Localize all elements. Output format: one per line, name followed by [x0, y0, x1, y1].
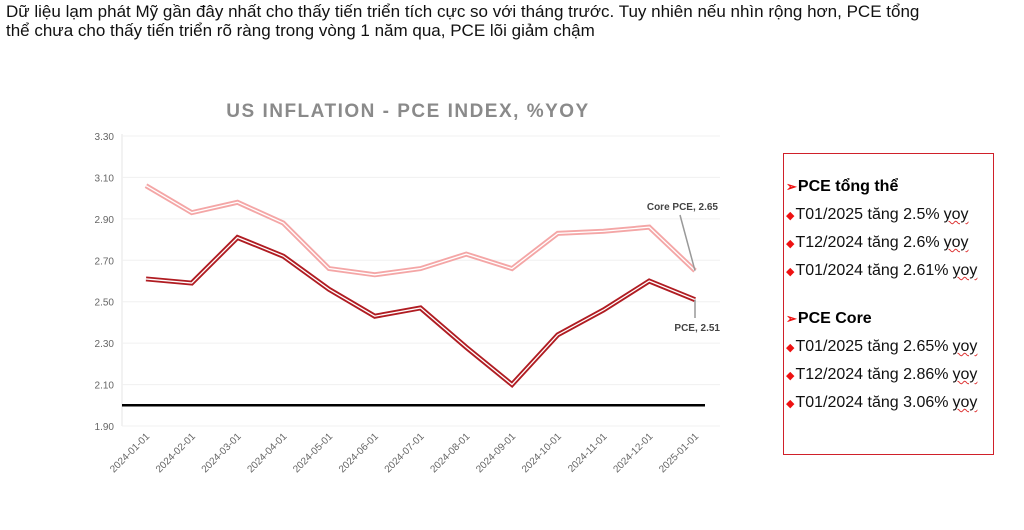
- data-label: PCE, 2.51: [674, 323, 720, 334]
- headline: Dữ liệu lạm phát Mỹ gần đây nhất cho thấ…: [6, 2, 920, 40]
- item-text: T01/2025 tăng 2.5%: [795, 206, 940, 223]
- y-tick-label: 1.90: [95, 422, 115, 433]
- section-title: PCE tổng thể: [797, 178, 899, 195]
- y-tick-label: 2.90: [95, 215, 115, 226]
- arrow-bullet-icon: ➢: [786, 311, 797, 326]
- item-text: T01/2024 tăng 3.06%: [795, 394, 949, 411]
- item-suffix: yoy: [952, 366, 978, 383]
- item-text: T01/2024 tăng 2.61%: [795, 262, 949, 279]
- data-label: Core PCE, 2.65: [647, 202, 719, 213]
- y-tick-label: 3.10: [95, 173, 115, 184]
- x-tick-label: 2024-02-01: [154, 431, 198, 475]
- series-line-pce: [145, 234, 696, 388]
- x-tick-label: 2024-03-01: [200, 431, 244, 475]
- x-tick-label: 2024-09-01: [474, 431, 518, 475]
- list-item: ◆ T12/2024 tăng 2.86% yoy: [786, 366, 993, 384]
- item-suffix: yoy: [943, 234, 969, 251]
- summary-box: ➢ PCE tổng thể ◆ T01/2025 tăng 2.5% yoy ◆ T1…: [783, 153, 994, 455]
- series-line-inner: [145, 185, 696, 276]
- diamond-bullet-icon: ◆: [786, 397, 795, 410]
- y-tick-label: 2.70: [95, 256, 115, 267]
- x-tick-label: 2025-01-01: [657, 431, 701, 475]
- x-tick-label: 2024-07-01: [383, 431, 427, 475]
- section-heading: ➢ PCE tổng thể: [786, 178, 993, 196]
- section-title: PCE Core: [797, 310, 872, 327]
- item-suffix: yoy: [943, 206, 969, 223]
- x-tick-label: 2024-04-01: [245, 431, 289, 475]
- list-item: ◆ T01/2024 tăng 3.06% yoy: [786, 394, 993, 412]
- leader-line: [679, 214, 696, 271]
- y-tick-label: 2.10: [95, 381, 115, 392]
- item-text: T12/2024 tăng 2.6%: [795, 234, 940, 251]
- diamond-bullet-icon: ◆: [786, 369, 795, 382]
- diamond-bullet-icon: ◆: [786, 237, 795, 250]
- diamond-bullet-icon: ◆: [786, 341, 795, 354]
- inflation-chart: US INFLATION - PCE INDEX, %YOY 1.90 2.10 2.…: [95, 101, 721, 475]
- list-item: ◆ T01/2025 tăng 2.65% yoy: [786, 338, 993, 356]
- item-suffix: yoy: [952, 338, 978, 355]
- arrow-bullet-icon: ➢: [786, 179, 797, 194]
- x-tick-label: 2024-05-01: [291, 431, 335, 475]
- list-item: ◆ T01/2024 tăng 2.61% yoy: [786, 262, 993, 280]
- item-suffix: yoy: [952, 262, 978, 279]
- item-text: T12/2024 tăng 2.86%: [795, 366, 949, 383]
- y-tick-label: 3.30: [95, 132, 115, 143]
- x-tick-label: 2024-06-01: [337, 431, 381, 475]
- x-tick-label: 2024-12-01: [611, 431, 655, 475]
- x-tick-label: 2024-10-01: [520, 431, 564, 475]
- diamond-bullet-icon: ◆: [786, 265, 795, 278]
- y-tick-label: 2.50: [95, 298, 115, 309]
- x-tick-label: 2024-11-01: [566, 431, 610, 475]
- list-item: ◆ T01/2025 tăng 2.5% yoy: [786, 206, 993, 224]
- list-item: ◆ T12/2024 tăng 2.6% yoy: [786, 234, 993, 252]
- item-suffix: yoy: [952, 394, 978, 411]
- chart-title: US INFLATION - PCE INDEX, %YOY: [226, 101, 589, 122]
- y-tick-label: 2.30: [95, 339, 115, 350]
- item-text: T01/2025 tăng 2.65%: [795, 338, 949, 355]
- x-tick-label: 2024-01-01: [108, 431, 152, 475]
- diamond-bullet-icon: ◆: [786, 209, 795, 222]
- section-heading: ➢ PCE Core: [786, 310, 993, 328]
- x-tick-label: 2024-08-01: [428, 431, 472, 475]
